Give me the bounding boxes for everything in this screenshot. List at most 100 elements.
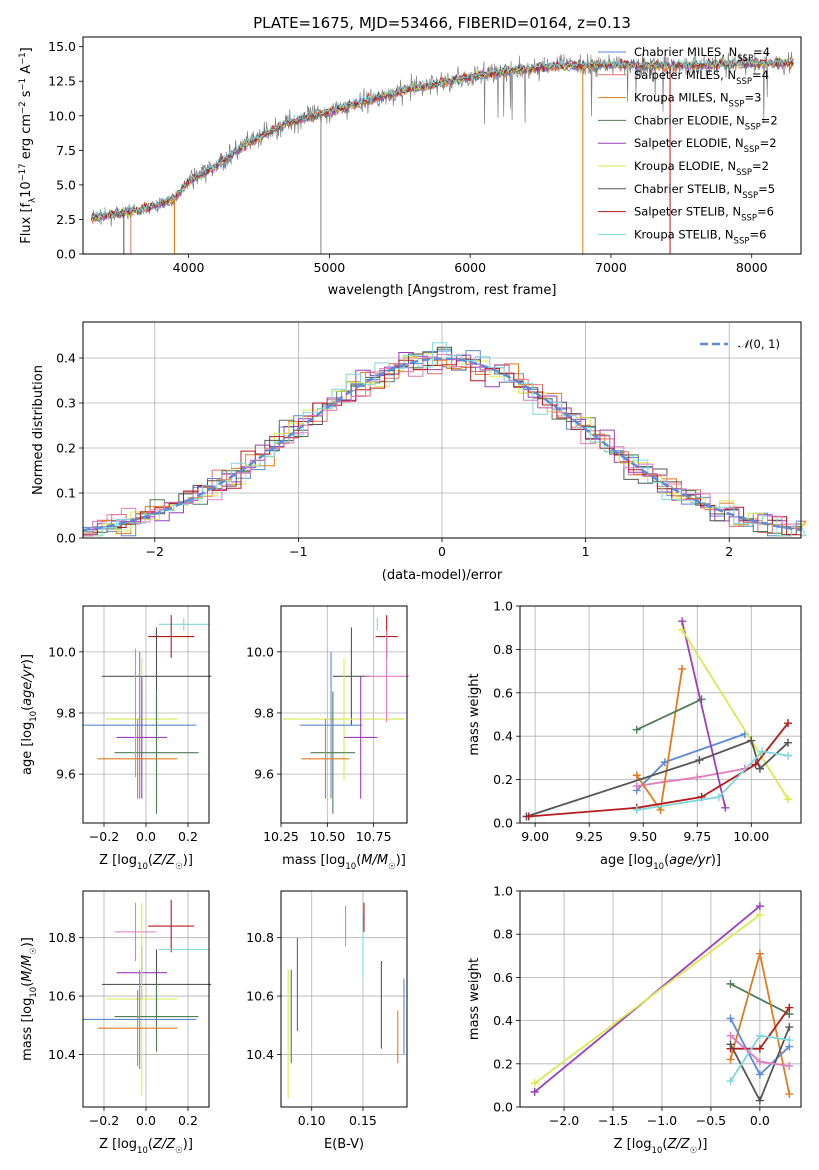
residual-histogram-step <box>83 353 801 537</box>
data-point-marker <box>784 795 793 804</box>
y-tick-label: 0.6 <box>493 685 513 700</box>
residual-histogram-step <box>87 342 807 537</box>
axes-frame <box>280 605 408 824</box>
x-tick-label: 10.75 <box>356 829 392 844</box>
mass-weight-series-line <box>636 698 702 731</box>
y-tick-label: 0.0 <box>493 816 513 831</box>
x-tick-label: −0.2 <box>89 1113 119 1128</box>
y-tick-label: 0.8 <box>493 642 513 657</box>
data-point-marker <box>726 1014 735 1023</box>
y-tick-label: 9.6 <box>254 767 274 782</box>
residual-histogram-panel: −2 −1 0 1 2 0.0 0.1 0.2 0.3 0.4 (data-model)/error… <box>31 321 808 583</box>
residual-histogram-step <box>87 357 807 537</box>
x-tick-label: 10.25 <box>263 829 299 844</box>
x-tick-label: −1.5 <box>598 1113 628 1128</box>
legend-entry: Kroupa MILES, NSSP=3 <box>634 91 761 110</box>
x-axis-label: age [log10(age/yr)] <box>600 853 721 872</box>
x-tick-label: −2 <box>146 544 164 559</box>
axes-frame <box>280 890 408 1108</box>
x-tick-label: −0.5 <box>696 1113 726 1128</box>
y-tick-label: 10.6 <box>246 989 274 1004</box>
figure-title: PLATE=1675, MJD=53466, FIBERID=0164, z=0… <box>253 14 631 32</box>
data-point-marker <box>632 771 641 780</box>
data-point-marker <box>726 1031 735 1040</box>
y-tick-label: 0.4 <box>56 351 76 366</box>
legend-entry: Kroupa ELODIE, NSSP=2 <box>634 159 769 178</box>
data-point-marker <box>530 1079 539 1088</box>
data-point-marker <box>632 725 641 734</box>
y-tick-label: 10.0 <box>246 644 274 659</box>
data-point-marker <box>785 1061 794 1070</box>
data-point-marker <box>751 760 760 769</box>
mass-vs-ebv-panel: 0.10 0.15 10.4 10.6 10.8 E(B-V) <box>246 890 408 1152</box>
x-tick-label: 9.50 <box>629 829 657 844</box>
data-point-marker <box>632 782 641 791</box>
y-tick-label: 1.0 <box>493 884 513 899</box>
data-point-marker <box>755 1096 764 1105</box>
x-tick-label: 2 <box>725 544 733 559</box>
data-point-marker <box>755 1070 764 1079</box>
y-tick-label: 1.0 <box>493 599 513 614</box>
normal-distribution-curve <box>82 357 802 532</box>
x-axis-label: wavelength [Angstrom, rest frame] <box>328 283 557 298</box>
mass-weight-series-line <box>681 629 789 800</box>
y-tick-label: 0.6 <box>493 970 513 985</box>
data-point-marker <box>726 1055 735 1064</box>
y-tick-label: 0.0 <box>56 531 76 546</box>
y-tick-label: 0.0 <box>493 1100 513 1115</box>
x-tick-label: 0.10 <box>298 1113 326 1128</box>
y-tick-label: 10.8 <box>246 930 274 945</box>
x-tick-label: 4000 <box>173 260 205 275</box>
data-point-marker <box>693 773 702 782</box>
mass-weight-vs-age-panel: 9.00 9.25 9.50 9.75 10.00 0.0 0.2 0.4 0.6 0.8 1.0 a… <box>467 599 802 872</box>
mass-weight-series-line <box>636 767 745 787</box>
y-tick-label: 0.3 <box>56 396 76 411</box>
y-tick-label: 0.4 <box>493 729 513 744</box>
legend-entry: Kroupa STELIB, NSSP=6 <box>634 227 766 246</box>
x-tick-label: 6000 <box>454 260 486 275</box>
x-tick-label: 9.00 <box>521 829 549 844</box>
x-axis-label: Z [log10(Z/Z☉)] <box>99 1137 193 1156</box>
data-point-marker <box>755 910 764 919</box>
x-axis-label: (data-model)/error <box>382 568 503 583</box>
x-tick-label: 0 <box>438 544 446 559</box>
y-axis-label: mass [log10(M/M☉)] <box>20 937 39 1061</box>
y-axis-label: mass weight <box>467 673 482 755</box>
y-tick-label: 10.0 <box>48 644 76 659</box>
residual-histogram-step <box>83 352 802 531</box>
y-tick-label: 0.2 <box>493 1056 513 1071</box>
data-point-marker <box>784 751 793 760</box>
mass-weight-series-line <box>636 750 789 811</box>
data-point-marker <box>785 1036 794 1045</box>
legend-entry: Chabrier STELIB, NSSP=5 <box>634 182 775 201</box>
x-tick-label: 5000 <box>313 260 345 275</box>
residual-histogram-step <box>83 348 801 534</box>
x-tick-label: 0.0 <box>750 1113 770 1128</box>
data-point-marker <box>726 1077 735 1086</box>
model-spectrum-line <box>90 57 794 220</box>
mass-weight-vs-metallicity-panel: −2.0 −1.5 −1.0 −0.5 0.0 0.0 0.2 0.4 0.6 0.8 1.0 Z [… <box>467 884 802 1156</box>
y-tick-label: 9.8 <box>254 705 274 720</box>
x-axis-label: E(B-V) <box>324 1137 364 1152</box>
data-point-marker <box>755 902 764 911</box>
age-vs-metallicity-panel: −0.2 0.0 0.2 9.6 9.8 10.0 Z [log10(Z/Z☉)] age [… <box>20 605 212 872</box>
data-point-marker <box>530 1087 539 1096</box>
y-tick-label: 9.8 <box>56 705 76 720</box>
y-tick-label: 5.0 <box>56 177 76 192</box>
y-tick-label: 0.8 <box>493 927 513 942</box>
spectrum-lines <box>90 51 795 254</box>
data-point-marker <box>755 949 764 958</box>
y-tick-label: 0.1 <box>56 486 76 501</box>
x-tick-label: 9.75 <box>683 829 711 844</box>
data-point-marker <box>678 664 687 673</box>
data-point-marker <box>632 805 641 814</box>
x-tick-label: 1 <box>582 544 590 559</box>
x-axis-label: mass [log10(M/M☉)] <box>282 853 406 872</box>
y-tick-label: 10.0 <box>48 108 76 123</box>
residual-histogram-step <box>87 353 808 537</box>
y-tick-label: 10.8 <box>48 930 76 945</box>
data-point-marker <box>524 812 533 821</box>
data-point-marker <box>726 1040 735 1049</box>
y-tick-label: 0.2 <box>493 772 513 787</box>
